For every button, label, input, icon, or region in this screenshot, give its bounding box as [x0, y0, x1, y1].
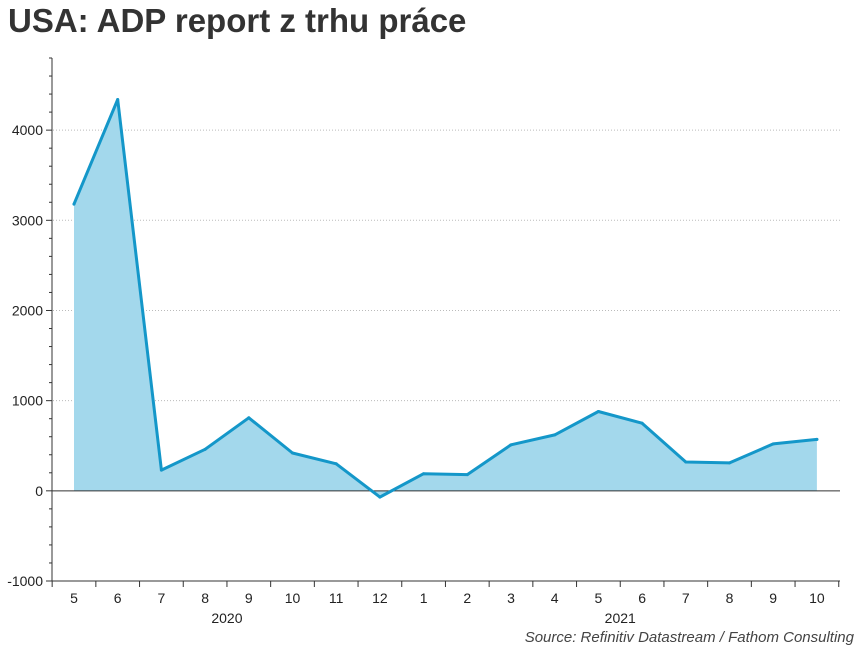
x-tick-label: 9: [245, 590, 253, 606]
data-point: [815, 437, 819, 441]
x-tick-label: 11: [329, 590, 344, 606]
gridlines: [53, 129, 840, 402]
x-tick-label: 1: [420, 590, 428, 606]
chart-title: USA: ADP report z trhu práce: [8, 2, 467, 39]
data-point: [159, 468, 163, 472]
x-tick-label: 7: [158, 590, 166, 606]
x-year-label: 2020: [211, 610, 242, 626]
data-point: [422, 472, 426, 476]
x-tick-label: 12: [372, 590, 388, 606]
x-tick-label: 9: [769, 590, 777, 606]
y-tick-label: 1000: [12, 393, 43, 409]
x-tick-label: 8: [726, 590, 734, 606]
data-point: [553, 433, 557, 437]
x-tick-label: 10: [285, 590, 301, 606]
data-point: [72, 202, 76, 206]
data-point: [640, 421, 644, 425]
area-fill: [74, 99, 817, 498]
x-tick-label: 5: [595, 590, 603, 606]
data-point: [684, 460, 688, 464]
y-tick-label: 2000: [12, 302, 43, 318]
y-tick-label: 3000: [12, 212, 43, 228]
x-tick-label: 3: [507, 590, 515, 606]
y-axis: -1000 0 1000 2000 3000 4000: [7, 57, 53, 589]
data-point: [596, 409, 600, 413]
x-tick-label: 8: [201, 590, 209, 606]
y-tick-label: 0: [35, 483, 43, 499]
series-line: [72, 98, 819, 499]
x-year-label: 2021: [605, 610, 636, 626]
x-tick-label: 6: [114, 590, 122, 606]
data-point: [378, 495, 382, 499]
data-point: [116, 97, 120, 101]
data-point: [465, 473, 469, 477]
data-point: [771, 442, 775, 446]
x-tick-label: 10: [809, 590, 825, 606]
x-tick-label: 5: [70, 590, 78, 606]
x-tick-label: 2: [463, 590, 471, 606]
data-point: [509, 443, 513, 447]
data-point: [247, 416, 251, 420]
y-tick-label: 4000: [12, 122, 43, 138]
x-tick-label: 7: [682, 590, 690, 606]
data-point: [291, 451, 294, 455]
data-point: [203, 447, 207, 451]
source-note: Source: Refinitiv Datastream / Fathom Co…: [524, 629, 854, 646]
x-tick-label: 6: [638, 590, 646, 606]
y-tick-label: -1000: [7, 573, 43, 589]
data-point: [334, 462, 338, 466]
data-point: [728, 461, 731, 465]
x-tick-label: 4: [551, 590, 559, 606]
